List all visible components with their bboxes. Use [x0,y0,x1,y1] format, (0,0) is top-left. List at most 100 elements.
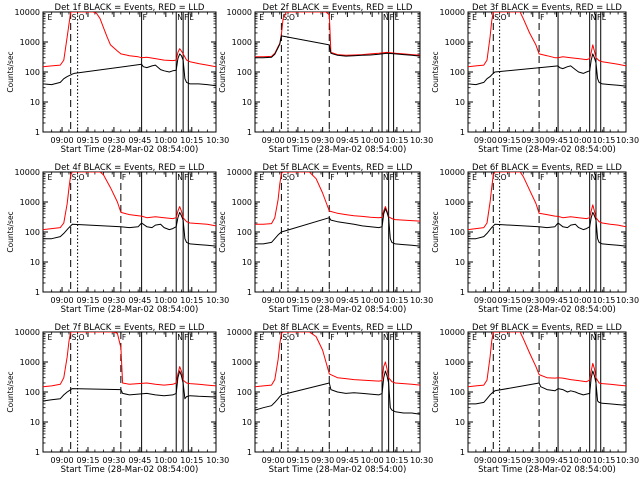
panel-8-xtick-label: 09:45 [336,456,359,465]
panel-7-marker-label: S [72,333,77,342]
panel-3-ytick-label: 100 [450,68,465,77]
panel-7-xlabel: Start Time (28-Mar-02 08:54:00) [61,465,199,475]
panel-9-xlabel: Start Time (28-Mar-02 08:54:00) [478,465,616,475]
panel-3-xtick-label: 09:30 [521,136,544,145]
panel-4-title: Det 4f BLACK = Events, RED = LLD [55,163,205,173]
panel-3-marker-label: N [591,13,597,22]
panel-6-series-black [468,211,626,247]
panel-9-xtick-label: 10:00 [569,456,592,465]
panel-7-marker-label: L [189,333,194,342]
panel-9-ylabel: Counts/sec [431,371,440,412]
panel-3: Det 3f BLACK = Events, RED = LLD Start Ti… [431,3,639,155]
panel-4-xtick-label: 09:30 [102,296,125,305]
panel-9-title: Det 9f BLACK = Events, RED = LLD [472,323,622,333]
panel-9-xtick-label: 09:15 [498,456,521,465]
panel-9-marker-label: S [494,333,499,342]
panel-3-ytick-label: 10 [455,98,465,107]
panel-6-xtick-label: 10:30 [616,296,639,305]
panel-5-ylabel: Counts/sec [218,211,227,252]
panel-7-title: Det 7f BLACK = Events, RED = LLD [55,323,205,333]
panel-6-marker-label: S [494,173,499,182]
panel-3-marker-label: S [494,13,499,22]
panel-5-marker-label: S [282,173,287,182]
panel-3-xtick-label: 09:15 [498,136,521,145]
panel-4-marker-label: O [79,173,85,182]
panel-6-xtick-label: 10:15 [592,296,615,305]
panel-4-xtick-label: 10:15 [180,296,203,305]
panel-4-ytick-label: 10000 [15,168,40,177]
panel-1-ytick-label: 100 [25,68,40,77]
panel-1-ytick-label: 10000 [15,8,40,17]
panel-8-xtick-label: 09:00 [262,456,285,465]
panel-1-marker-label: S [72,13,77,22]
panel-7-ytick-label: 1 [35,448,40,457]
panel-6-xlabel: Start Time (28-Mar-02 08:54:00) [478,305,616,315]
panel-8-xtick-label: 09:30 [311,456,334,465]
panel-9-ytick-label: 1 [460,448,465,457]
panel-4-ytick-label: 1 [35,288,40,297]
panel-2-marker-label: S [282,13,287,22]
panel-2-ylabel: Counts/sec [218,51,227,92]
panel-4-ylabel: Counts/sec [6,211,15,252]
panel-2-xtick-label: 09:00 [262,136,285,145]
panel-7-xtick-label: 10:15 [180,456,203,465]
panel-9-marker-label: F [597,333,601,342]
panel-4-marker-label: L [189,173,194,182]
panel-8-series-red [255,332,420,388]
panel-1-ytick-label: 1 [35,128,40,137]
panel-9-marker-label: E [472,333,477,342]
panel-7-xtick-label: 09:30 [102,456,125,465]
panel-1-ytick-label: 10 [30,98,40,107]
panel-3-ytick-label: 10000 [440,8,465,17]
panel-1-marker-label: E [47,13,52,22]
panel-5-xtick-label: 09:30 [311,296,334,305]
panel-6-xtick-label: 09:45 [545,296,568,305]
panel-6-xtick-label: 09:00 [474,296,497,305]
panel-9-xtick-label: 10:15 [592,456,615,465]
panel-2-marker-label: O [289,13,295,22]
panel-6-ylabel: Counts/sec [431,211,440,252]
panel-1-marker-label: O [79,13,85,22]
panel-2-marker-label: N [383,13,389,22]
panel-8-series-black [255,370,420,415]
panel-9-xtick-label: 09:30 [521,456,544,465]
panel-1-marker-label: N [177,13,183,22]
panel-2-ytick-label: 1000 [232,38,252,47]
panel-2-ytick-label: 100 [237,68,252,77]
panel-4-series-red [43,172,216,231]
panel-7-ytick-label: 1000 [20,358,40,367]
panel-6-xtick-label: 09:15 [498,296,521,305]
panel-2-xtick-label: 09:45 [336,136,359,145]
panel-7-series-red [43,332,216,388]
panel-3-marker-label: O [501,13,507,22]
panel-3-title: Det 3f BLACK = Events, RED = LLD [472,3,622,13]
panel-4-series-black [43,211,216,247]
panel-5-ytick-label: 10000 [227,168,252,177]
panel-9-ytick-label: 1000 [445,358,465,367]
panel-2-ytick-label: 10000 [227,8,252,17]
panel-2-xtick-label: 10:30 [410,136,433,145]
panel-7-xtick-label: 09:45 [128,456,151,465]
panel-2-marker-label: F [390,13,394,22]
panel-2-marker-label: L [395,13,400,22]
panel-1-xtick-label: 09:30 [102,136,125,145]
panel-6-marker-label: O [501,173,507,182]
panel-5-ytick-label: 10 [242,258,252,267]
panel-6-series-red [468,172,626,231]
panel-7-xtick-label: 10:30 [206,456,229,465]
panel-6-marker-label: E [472,173,477,182]
panel-8-xtick-label: 10:30 [410,456,433,465]
panel-6-ytick-label: 10000 [440,168,465,177]
panel-6-marker-label: L [602,173,607,182]
panel-5-ytick-label: 1 [247,288,252,297]
panel-7-ytick-label: 10 [30,418,40,427]
panel-8-marker-label: F [330,333,334,342]
panel-5-ytick-label: 100 [237,228,252,237]
panel-4-marker-label: F [122,173,126,182]
panel-9: Det 9f BLACK = Events, RED = LLD Start Ti… [431,323,639,475]
panel-5-marker-label: F [390,173,394,182]
panel-8-title: Det 8f BLACK = Events, RED = LLD [263,323,413,333]
panel-1-title: Det 1f BLACK = Events, RED = LLD [55,3,205,13]
panel-1-series-black [43,53,216,87]
